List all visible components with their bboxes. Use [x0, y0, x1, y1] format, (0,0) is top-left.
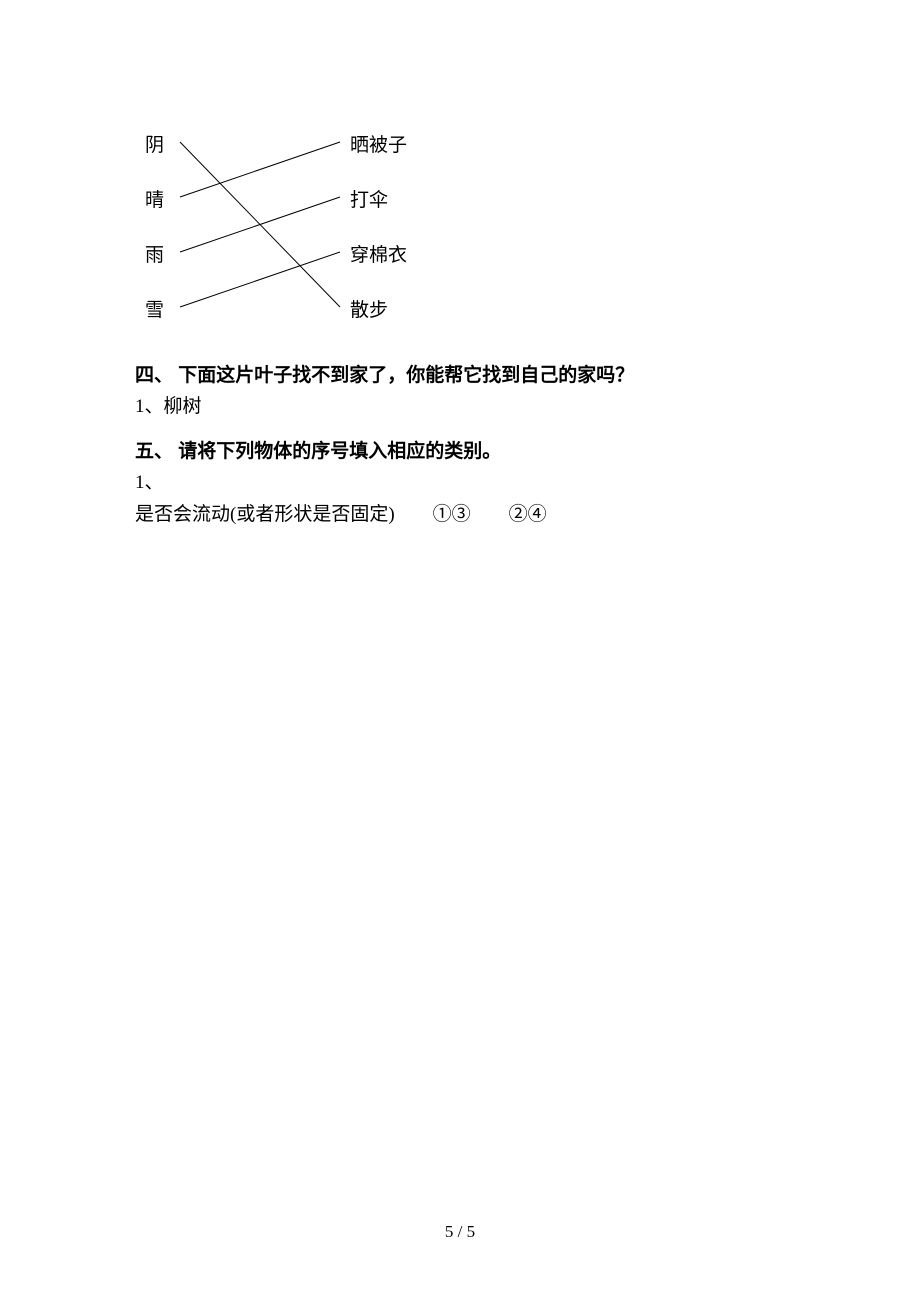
matching-line: [180, 252, 340, 307]
matching-left-label: 雨: [145, 240, 164, 267]
matching-line: [180, 142, 340, 197]
page-number: 5 / 5: [0, 1222, 920, 1242]
matching-right-label: 打伞: [350, 185, 388, 212]
matching-right-label: 散步: [350, 295, 388, 322]
matching-right-label: 晒被子: [350, 130, 407, 157]
matching-line: [180, 197, 340, 252]
matching-left-label: 雪: [145, 295, 164, 322]
section-5-heading: 五、 请将下列物体的序号填入相应的类别。: [135, 436, 785, 463]
matching-left-label: 阴: [145, 130, 164, 157]
section-5-answer-line: 是否会流动(或者形状是否固定) ①③ ②④: [135, 501, 785, 530]
matching-left-label: 晴: [145, 185, 164, 212]
matching-right-label: 穿棉衣: [350, 240, 407, 267]
section-5-answer-num: 1、: [135, 469, 785, 498]
section-4-answer: 1、柳树: [135, 393, 785, 422]
matching-diagram: 阴晴雨雪 晒被子打伞穿棉衣散步: [145, 120, 425, 330]
section-4-heading: 四、 下面这片叶子找不到家了，你能帮它找到自己的家吗？: [135, 360, 785, 387]
